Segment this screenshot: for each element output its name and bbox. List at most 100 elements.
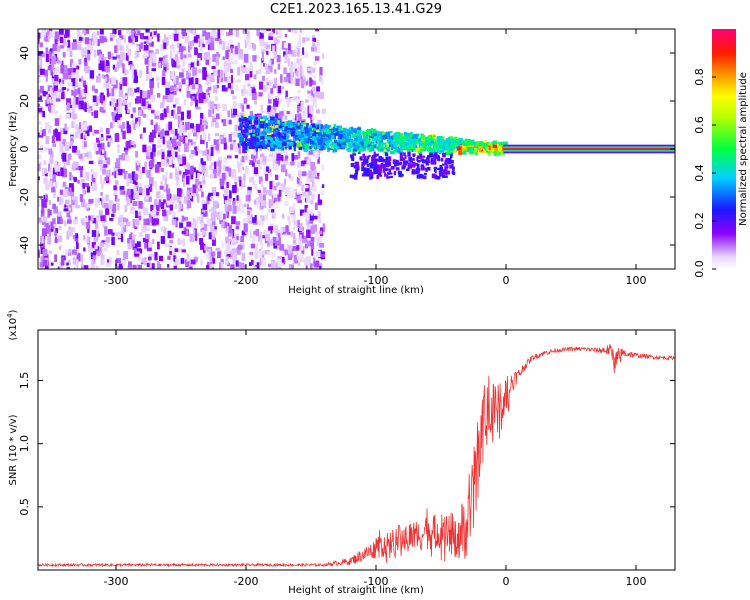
spectrogram-cell <box>104 56 107 65</box>
spectrogram-cell <box>163 34 167 42</box>
spectrogram-cell <box>212 54 216 62</box>
spectrogram-cell <box>152 209 157 217</box>
spectrogram-cell <box>210 213 216 222</box>
spectrogram-cell <box>287 43 291 52</box>
spectrogram-cell <box>310 114 313 123</box>
spectrogram-cell <box>199 39 204 47</box>
spectrogram-cell <box>142 90 148 98</box>
spectrogram-cell <box>155 48 159 54</box>
spectrogram-cell <box>195 77 199 85</box>
spectrogram-cell <box>293 146 296 152</box>
spectrogram-cell <box>172 155 175 160</box>
snr-y-ticks: 0.51.01.5 <box>18 372 675 516</box>
spectrogram-cell <box>60 218 64 224</box>
spectrogram-cell <box>62 181 66 187</box>
spectrogram-cell <box>48 250 53 254</box>
spectrogram-cell <box>305 99 309 103</box>
spectrogram-cell <box>250 243 256 249</box>
y-tick-label: 1.5 <box>18 372 31 390</box>
spectrogram-cell <box>185 121 190 130</box>
spectrogram-cell <box>194 146 197 153</box>
spectrogram-cell <box>190 170 194 180</box>
spectrogram-cell <box>325 141 329 146</box>
spectrogram-cell <box>188 64 191 73</box>
spectrogram-cell <box>150 32 154 39</box>
spectrogram-cell <box>220 138 225 144</box>
spectrogram-cell <box>411 158 415 161</box>
spectrogram-cell <box>189 194 193 199</box>
spectrogram-cell <box>195 133 198 141</box>
spectrogram-cell <box>298 146 303 151</box>
spectrogram-cell <box>306 229 311 238</box>
spectrogram-cell <box>245 117 249 123</box>
spectrogram-cell <box>231 142 236 147</box>
spectrogram-cell <box>104 38 108 43</box>
spectrogram-cell <box>215 150 221 154</box>
spectrogram-cell <box>215 142 220 151</box>
spectrogram-cell <box>174 248 179 253</box>
spectrogram-cell <box>375 158 378 162</box>
spectrogram-cell <box>143 218 149 226</box>
spectrogram-cell <box>244 39 247 49</box>
spectrogram-cell <box>321 254 326 258</box>
spectrogram-cell <box>270 131 274 135</box>
spectrogram-cell <box>239 180 242 187</box>
spectrogram-cell <box>268 189 273 197</box>
spectrogram-cell <box>223 72 228 82</box>
spectrogram-cell <box>91 85 95 91</box>
spectrogram-cell <box>272 236 277 246</box>
spectrogram-cell <box>119 185 125 190</box>
spectrogram-cell <box>449 151 454 154</box>
spectrogram-cell <box>202 150 208 156</box>
spectrogram-cell <box>192 141 197 145</box>
spectrogram-cell <box>197 187 203 192</box>
spectrogram-cell <box>150 109 155 114</box>
spectrogram-cell <box>130 209 136 215</box>
spectrogram-cell <box>242 176 245 186</box>
spectrogram-cell <box>155 110 160 116</box>
spectrogram-cell <box>115 265 120 269</box>
spectrogram-cell <box>304 126 308 131</box>
spectrogram-cell <box>287 101 290 107</box>
spectrogram-cell <box>38 176 41 181</box>
spectrogram-cell <box>331 126 335 130</box>
spectrogram-cell <box>82 188 86 194</box>
spectrogram-cell <box>312 125 316 128</box>
spectrogram-cell <box>244 129 249 132</box>
spectrogram-cell <box>366 173 370 177</box>
spectrogram-cell <box>140 90 143 99</box>
spectrogram-cell <box>221 172 226 181</box>
spectrogram-cell <box>85 220 91 229</box>
spectrogram-cell <box>86 151 92 158</box>
spectrogram-cell <box>269 127 273 131</box>
spectrogram-cell <box>316 172 320 176</box>
spectrogram-cell <box>284 186 288 196</box>
spectrogram-cell <box>144 242 147 249</box>
spectrogram-cell <box>202 43 205 48</box>
spectrogram-cell <box>53 206 59 214</box>
spectrogram-cell <box>195 123 201 133</box>
spectrogram-cell <box>131 239 135 247</box>
spectrogram-cell <box>311 116 315 121</box>
spectrogram-cell <box>368 169 373 174</box>
spectrogram-cell <box>136 121 140 129</box>
spectrogram-cell <box>106 169 111 177</box>
spectrogram-cell <box>41 232 45 241</box>
spectrogram-cell <box>218 140 223 145</box>
spectrogram-cell <box>198 163 203 172</box>
spectrogram-cell <box>351 134 356 138</box>
spectrogram-cell <box>386 144 392 149</box>
spectrogram-cell <box>187 200 192 209</box>
y-tick-label: 0 <box>18 146 31 153</box>
spectrogram-cell <box>71 105 75 112</box>
spectrogram-cell <box>119 82 123 90</box>
spectrogram-cell <box>254 250 259 259</box>
spectrogram-cell <box>129 179 132 184</box>
spectrogram-cell <box>402 160 406 163</box>
spectrogram-cell <box>99 246 102 255</box>
spectrogram-cell <box>451 164 454 168</box>
spectrogram-cell <box>74 205 80 209</box>
spectrogram-cell <box>194 99 199 103</box>
spectrogram-cell <box>115 54 121 59</box>
spectrogram-cell <box>94 88 98 94</box>
